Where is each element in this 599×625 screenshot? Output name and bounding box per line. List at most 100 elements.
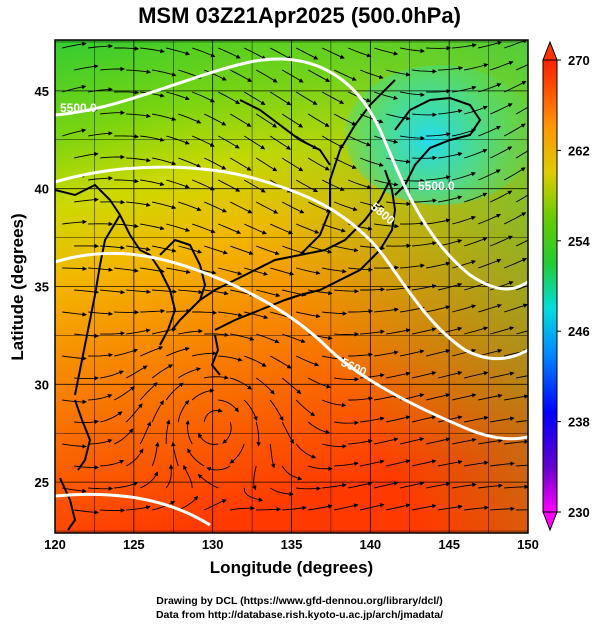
streamline-arrow	[269, 91, 292, 106]
streamline-arrow	[504, 484, 528, 490]
streamline-arrow	[151, 400, 164, 423]
streamline-arrow	[400, 263, 425, 269]
streamline-arrow	[62, 311, 87, 317]
streamline-arrow	[126, 328, 151, 335]
streamline-arrow	[307, 377, 332, 389]
streamline-arrow	[100, 331, 125, 336]
streamline-arrow	[243, 135, 266, 150]
streamline-arrow	[478, 40, 503, 49]
streamline-arrow	[478, 213, 502, 225]
streamline-arrow	[438, 282, 463, 291]
streamline-arrow	[166, 346, 190, 357]
streamline-arrow	[244, 311, 269, 320]
streamline-arrow	[243, 399, 258, 422]
streamline-arrow	[88, 486, 114, 491]
streamline-arrow	[281, 201, 305, 214]
streamline-arrow	[151, 441, 160, 467]
streamline-arrow	[244, 267, 269, 276]
streamline-arrow	[178, 289, 203, 295]
streamline-arrow	[296, 486, 321, 491]
streamline-arrow	[166, 223, 191, 232]
streamline-arrow	[177, 367, 201, 379]
streamline-arrow	[333, 69, 357, 81]
streamline-arrow	[62, 443, 87, 449]
streamline-arrow	[464, 326, 489, 335]
streamline-arrow	[360, 503, 385, 511]
streamline-arrow	[360, 459, 385, 467]
streamline-arrow	[74, 419, 99, 425]
streamline-arrow	[62, 266, 88, 271]
streamline-arrow	[230, 245, 254, 255]
colorbar-tick-label: 270	[568, 53, 590, 68]
streamline-arrow	[166, 267, 191, 274]
streamline-arrow	[126, 201, 151, 207]
x-tick-label: 150	[517, 537, 539, 552]
streamline-arrow	[192, 351, 217, 357]
streamline-arrow	[243, 47, 267, 60]
streamline-arrow	[62, 128, 87, 137]
streamline-arrow	[255, 157, 278, 172]
streamline-arrow	[178, 157, 202, 168]
streamline-arrow	[374, 223, 399, 229]
streamline-arrow	[270, 267, 295, 276]
streamline-arrow	[478, 303, 502, 313]
streamline-arrow	[360, 113, 384, 124]
streamline-arrow	[198, 433, 219, 445]
colorbar-tick-label: 254	[568, 234, 590, 249]
streamline-arrow	[360, 157, 384, 167]
streamline-arrow	[125, 365, 148, 379]
streamline-arrow	[400, 178, 425, 184]
streamline-arrow	[386, 503, 411, 511]
streamline-arrow	[504, 439, 528, 445]
colorbar-tick-label: 262	[568, 143, 590, 158]
streamline-arrow	[62, 219, 87, 225]
streamline-arrow	[334, 288, 359, 294]
streamline-arrow	[204, 332, 229, 337]
streamline-arrow	[191, 388, 215, 401]
streamline-arrow	[222, 421, 232, 444]
streamline-arrow	[412, 69, 437, 74]
streamline-arrow	[426, 175, 451, 181]
streamline-arrow	[192, 135, 215, 147]
streamline-arrow	[322, 483, 347, 489]
streamline-arrow	[187, 448, 205, 467]
streamline-arrow	[386, 113, 411, 121]
streamline-arrow	[229, 443, 245, 464]
y-axis: 25 30 35 40 45	[35, 84, 49, 490]
streamline-arrow	[386, 201, 411, 207]
streamline-arrow	[334, 503, 359, 511]
streamline-arrow	[178, 245, 203, 254]
streamline-arrow	[360, 329, 385, 335]
streamline-arrow	[185, 420, 193, 445]
streamline-arrow	[88, 43, 113, 49]
streamline-arrow	[255, 377, 275, 395]
colorbar-tick-label: 246	[568, 324, 590, 339]
streamline-arrow	[478, 258, 502, 269]
streamline-arrow	[386, 243, 412, 249]
streamline-arrow	[192, 223, 216, 234]
streamline-arrow	[282, 505, 307, 511]
streamline-arrow	[295, 47, 319, 60]
streamline-arrow	[74, 465, 99, 470]
streamline-arrow	[490, 281, 514, 291]
streamline-arrow	[452, 85, 477, 93]
streamline-arrow	[229, 69, 253, 82]
streamline-arrow	[374, 393, 399, 401]
streamline-arrow	[218, 355, 243, 362]
streamline-arrow	[308, 465, 333, 471]
streamline-arrow	[244, 355, 267, 367]
streamline-arrow	[218, 399, 239, 413]
streamline-arrow	[412, 112, 437, 118]
streamline-arrow	[206, 465, 231, 472]
streamline-arrow	[244, 223, 267, 235]
streamline-arrow	[503, 212, 527, 225]
streamline-arrow	[322, 47, 345, 59]
streamline-arrow	[88, 439, 113, 445]
streamline-arrow	[177, 400, 190, 423]
streamline-arrow	[217, 135, 240, 149]
streamline-arrow	[229, 113, 252, 127]
streamline-arrow	[516, 420, 528, 423]
streamline-arrow	[140, 346, 164, 357]
streamline-arrow	[516, 375, 528, 379]
streamline-arrow	[165, 464, 174, 489]
